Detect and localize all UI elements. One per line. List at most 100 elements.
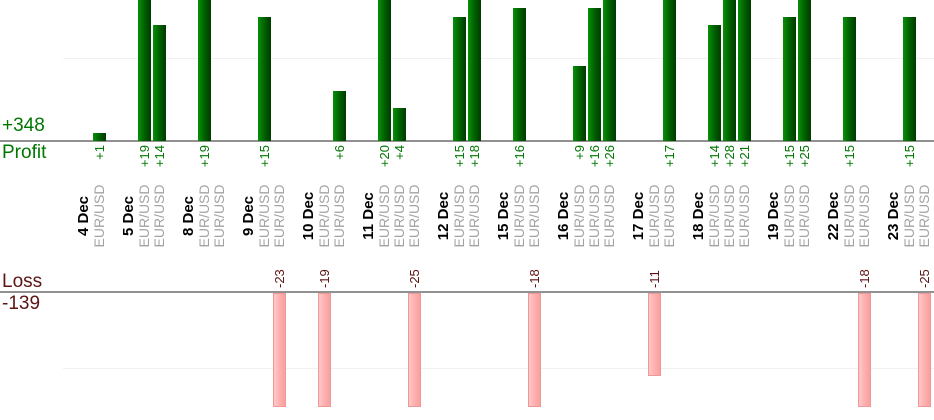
loss-value-label: -18	[857, 269, 873, 288]
loss-value-label: -19	[317, 269, 333, 288]
loss-bar	[648, 292, 661, 377]
profit-bar	[603, 0, 616, 141]
trade-symbol-label: EUR/USD	[601, 184, 618, 248]
date-label: 17 Dec	[629, 191, 647, 241]
profit-value-label: +4	[392, 144, 408, 160]
profit-bar	[783, 16, 796, 141]
trade-symbol-label: EUR/USD	[196, 184, 213, 248]
loss-value-label: -25	[917, 269, 933, 288]
trade-symbol-label: EUR/USD	[526, 184, 543, 248]
trade-symbol-label: EUR/USD	[781, 184, 798, 248]
profit-bar	[798, 0, 811, 141]
trade-symbol-label: EUR/USD	[91, 184, 108, 248]
profit-value-label: +15	[782, 144, 798, 167]
date-label: 23 Dec	[884, 191, 902, 241]
profit-bar	[513, 8, 526, 141]
profit-value-label: +16	[512, 144, 528, 167]
trade-symbol-label: EUR/USD	[646, 184, 663, 248]
trade-symbol-label: EUR/USD	[916, 184, 933, 248]
profit-value-label: +15	[902, 144, 918, 167]
profit-value-label: +14	[707, 144, 723, 167]
profit-bar	[573, 66, 586, 141]
loss-bar	[408, 292, 421, 407]
profit-gridline	[63, 57, 934, 59]
date-label: 16 Dec	[554, 191, 572, 241]
loss-bar	[918, 292, 931, 407]
profit-bar	[843, 16, 856, 141]
date-label: 19 Dec	[764, 191, 782, 241]
trade-symbol-label: EUR/USD	[511, 184, 528, 248]
profit-value-label: +15	[842, 144, 858, 167]
date-label: 4 Dec	[74, 195, 92, 237]
loss-bar	[858, 292, 871, 407]
trade-symbol-label: EUR/USD	[736, 184, 753, 248]
profit-bar	[138, 0, 151, 141]
profit-value-label: +16	[587, 144, 603, 167]
profit-bar	[453, 16, 466, 141]
trade-symbol-label: EUR/USD	[901, 184, 918, 248]
profit-axis-label: Profit	[2, 142, 47, 163]
loss-value-label: -23	[272, 269, 288, 288]
trade-symbol-label: EUR/USD	[151, 184, 168, 248]
date-label: 8 Dec	[179, 195, 197, 237]
profit-total-label: +348	[2, 115, 45, 136]
profit-value-label: +19	[197, 144, 213, 167]
profit-value-label: +14	[152, 144, 168, 167]
trade-symbol-label: EUR/USD	[856, 184, 873, 248]
profit-baseline	[0, 139, 934, 142]
profit-bar	[903, 16, 916, 141]
profit-value-label: +9	[572, 144, 588, 160]
profit-bar	[468, 0, 481, 141]
trade-symbol-label: EUR/USD	[796, 184, 813, 248]
profit-bar	[378, 0, 391, 141]
profit-value-label: +15	[257, 144, 273, 167]
profit-value-label: +20	[377, 144, 393, 167]
loss-baseline	[0, 290, 934, 293]
date-label: 22 Dec	[824, 191, 842, 241]
profit-bar	[153, 24, 166, 141]
trade-symbol-label: EUR/USD	[706, 184, 723, 248]
trade-symbol-label: EUR/USD	[211, 184, 228, 248]
profit-bar	[663, 0, 676, 141]
trade-symbol-label: EUR/USD	[586, 184, 603, 248]
profit-value-label: +15	[452, 144, 468, 167]
profit-bar	[333, 91, 346, 141]
profit-bar	[393, 107, 406, 141]
loss-bar	[528, 292, 541, 407]
date-label: 10 Dec	[299, 191, 317, 241]
trade-symbol-label: EUR/USD	[391, 184, 408, 248]
profit-value-label: +18	[467, 144, 483, 167]
profit-value-label: +1	[92, 144, 108, 160]
trade-symbol-label: EUR/USD	[271, 184, 288, 248]
profit-bar	[93, 132, 106, 141]
loss-bar	[318, 292, 331, 407]
profit-value-label: +26	[602, 144, 618, 167]
loss-bar	[273, 292, 286, 407]
date-label: 18 Dec	[689, 191, 707, 241]
profit-bar	[723, 0, 736, 141]
trade-symbol-label: EUR/USD	[331, 184, 348, 248]
trade-symbol-label: EUR/USD	[256, 184, 273, 248]
profit-value-label: +19	[137, 144, 153, 167]
loss-value-label: -11	[647, 270, 663, 288]
loss-total-label: -139	[2, 293, 41, 314]
date-label: 9 Dec	[239, 195, 257, 237]
trade-symbol-label: EUR/USD	[466, 184, 483, 248]
loss-value-label: -25	[407, 269, 423, 288]
date-label: 5 Dec	[119, 195, 137, 237]
profit-value-label: +21	[737, 144, 753, 167]
profit-value-label: +25	[797, 144, 813, 167]
trade-symbol-label: EUR/USD	[661, 184, 678, 248]
trade-symbol-label: EUR/USD	[451, 184, 468, 248]
trade-symbol-label: EUR/USD	[721, 184, 738, 248]
loss-axis-label: Loss	[2, 270, 43, 292]
profit-bar	[738, 0, 751, 141]
profit-bar	[708, 24, 721, 141]
trade-symbol-label: EUR/USD	[841, 184, 858, 248]
trade-symbol-label: EUR/USD	[571, 184, 588, 248]
date-label: 12 Dec	[434, 191, 452, 241]
profit-bar	[588, 8, 601, 141]
profit-bar	[198, 0, 211, 141]
trade-symbol-label: EUR/USD	[316, 184, 333, 248]
